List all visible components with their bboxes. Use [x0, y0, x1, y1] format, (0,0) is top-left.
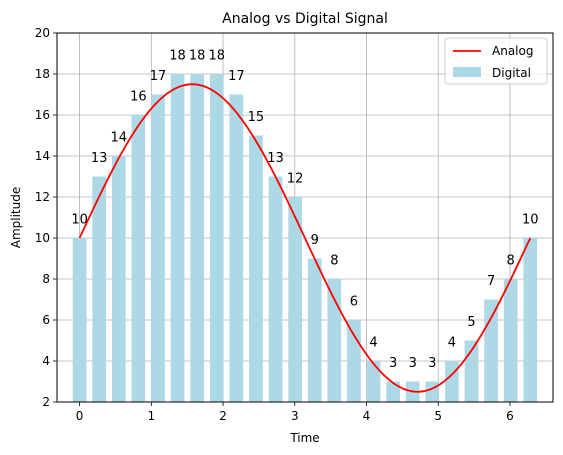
legend: Analog Digital	[444, 37, 548, 85]
y-tick-label: 6	[42, 313, 50, 327]
x-tick-label: 1	[148, 409, 156, 423]
y-tick-label: 4	[42, 354, 50, 368]
digital-bar	[72, 238, 87, 402]
digital-bar	[268, 176, 283, 402]
bar-value-label: 18	[169, 49, 186, 64]
x-tick-label: 0	[76, 409, 84, 423]
bar-value-label: 9	[311, 233, 319, 248]
bar-value-label: 18	[189, 49, 206, 64]
legend-digital-swatch	[453, 67, 481, 77]
digital-bar	[229, 94, 244, 402]
y-tick-label: 2	[42, 395, 50, 409]
x-tick-label: 2	[219, 409, 227, 423]
analog-line	[78, 83, 532, 393]
bar-value-label: 10	[71, 213, 88, 228]
bar-value-label: 12	[287, 172, 304, 187]
bar-value-label: 18	[208, 49, 225, 64]
bar-value-label: 7	[487, 274, 495, 289]
digital-bar	[503, 279, 518, 402]
axes-frame	[56, 32, 554, 403]
grid-lines	[57, 32, 553, 403]
legend-digital-label: Digital	[492, 66, 531, 80]
analog-line-group	[78, 83, 532, 393]
bar-value-label: 3	[389, 356, 397, 371]
bar-value-label: 16	[130, 90, 147, 105]
digital-bar	[327, 279, 342, 402]
digital-bar	[209, 74, 224, 402]
digital-bar	[386, 381, 400, 402]
digital-bars	[72, 74, 538, 402]
bar-value-label: 13	[91, 151, 108, 166]
digital-bar	[111, 156, 126, 402]
digital-bar	[307, 258, 322, 402]
bar-value-label: 10	[522, 213, 539, 228]
bar-value-label: 17	[228, 69, 245, 84]
digital-bar	[288, 197, 302, 402]
y-tick-label: 20	[35, 26, 50, 40]
bar-value-label: 15	[248, 110, 265, 125]
x-tick-label: 3	[291, 409, 299, 423]
bar-value-label: 14	[111, 131, 128, 146]
y-tick-label: 14	[35, 149, 50, 163]
bar-value-label: 8	[507, 254, 515, 269]
bar-value-label: 8	[330, 254, 338, 269]
bar-value-label: 17	[150, 69, 167, 84]
y-axis-label: Amplitude	[9, 187, 23, 249]
x-tick-label: 6	[506, 409, 514, 423]
digital-bar	[131, 115, 146, 402]
y-tick-label: 10	[35, 231, 50, 245]
y-tick-label: 8	[42, 272, 50, 286]
x-tick-label: 4	[363, 409, 371, 423]
digital-bar	[445, 361, 459, 402]
digital-bar	[170, 74, 185, 402]
digital-bar	[347, 320, 361, 402]
y-tick-label: 16	[35, 108, 50, 122]
bar-value-label: 6	[350, 295, 358, 310]
y-tick-label: 18	[35, 67, 50, 81]
y-tick-label: 12	[35, 190, 50, 204]
bar-value-label: 3	[428, 356, 436, 371]
digital-bar	[366, 361, 381, 402]
bar-value-label: 3	[409, 356, 417, 371]
x-axis-label: Time	[289, 431, 319, 445]
chart-title: Analog vs Digital Signal	[222, 11, 388, 27]
digital-bar	[425, 381, 440, 402]
legend-analog-label: Analog	[492, 44, 533, 58]
digital-bar	[249, 135, 263, 402]
digital-bar	[523, 238, 538, 402]
bar-value-label: 4	[369, 336, 377, 351]
digital-bar	[92, 176, 107, 402]
digital-bar	[484, 299, 498, 402]
bar-value-label: 4	[448, 336, 456, 351]
bar-value-label: 13	[267, 151, 284, 166]
digital-bar	[151, 94, 165, 402]
x-tick-label: 5	[434, 409, 442, 423]
digital-bar	[190, 74, 205, 402]
bar-value-label: 5	[467, 315, 475, 330]
